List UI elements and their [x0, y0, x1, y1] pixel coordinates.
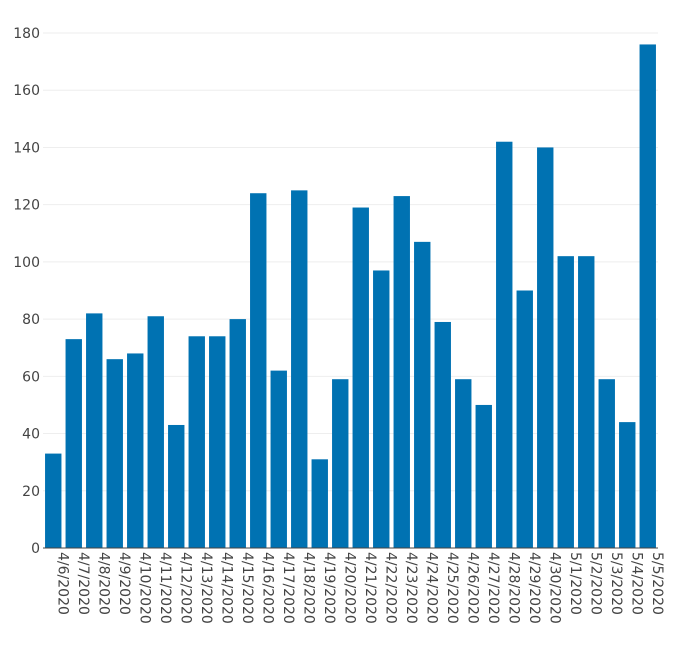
- x-tick-label: 4/10/2020: [136, 552, 152, 624]
- x-tick-label: 4/16/2020: [259, 552, 275, 624]
- bar: [516, 290, 533, 548]
- x-tick-label: 4/24/2020: [423, 552, 439, 624]
- x-tick-label: 5/3/2020: [608, 552, 624, 615]
- y-tick-label: 40: [22, 427, 40, 443]
- y-tick-label: 120: [13, 198, 40, 214]
- x-tick-label: 5/5/2020: [649, 552, 665, 615]
- bar: [188, 336, 205, 548]
- x-tick-label: 4/18/2020: [300, 552, 316, 624]
- y-tick-label: 0: [31, 541, 40, 557]
- x-tick-label: 4/9/2020: [116, 552, 132, 615]
- x-tick-label: 5/4/2020: [628, 552, 644, 615]
- bar: [496, 141, 513, 548]
- bar: [434, 321, 451, 548]
- bar: [106, 359, 123, 548]
- x-tick-label: 4/30/2020: [546, 552, 562, 624]
- x-tick-label: 4/20/2020: [341, 552, 357, 624]
- y-tick-label: 160: [13, 83, 40, 99]
- bar: [619, 422, 636, 548]
- bar: [291, 190, 308, 548]
- x-tick-label: 4/25/2020: [444, 552, 460, 624]
- bar: [250, 193, 267, 548]
- y-tick-label: 100: [13, 255, 40, 271]
- bar: [229, 319, 246, 548]
- x-tick-label: 4/14/2020: [218, 552, 234, 624]
- y-tick-labels: 0 20 40 60 80 100 120 140 160 180: [13, 26, 40, 557]
- bar: [209, 336, 226, 548]
- bar: [598, 379, 615, 548]
- x-tick-label: 4/29/2020: [526, 552, 542, 624]
- bar: [537, 147, 554, 548]
- x-tick-label: 4/19/2020: [321, 552, 337, 624]
- x-tick-label: 4/17/2020: [280, 552, 296, 624]
- bar: [455, 379, 472, 548]
- bar: [86, 313, 103, 548]
- y-tick-label: 180: [13, 26, 40, 42]
- bar: [332, 379, 349, 548]
- bar: [311, 459, 328, 548]
- bar: [393, 196, 410, 549]
- x-tick-label: 4/15/2020: [239, 552, 255, 624]
- bar: [557, 256, 574, 548]
- gridlines: [43, 32, 658, 492]
- y-tick-label: 60: [22, 369, 40, 385]
- x-tick-label: 4/11/2020: [157, 552, 173, 624]
- y-tick-label: 20: [22, 484, 40, 500]
- x-tick-label: 4/22/2020: [382, 552, 398, 624]
- x-tick-label: 4/26/2020: [464, 552, 480, 624]
- x-tick-label: 4/8/2020: [95, 552, 111, 615]
- x-tick-label: 4/7/2020: [75, 552, 91, 615]
- bar: [168, 424, 185, 548]
- x-tick-label: 4/27/2020: [485, 552, 501, 624]
- bar: [270, 370, 287, 548]
- x-tick-label: 4/6/2020: [54, 552, 70, 615]
- bar: [147, 316, 164, 548]
- x-tick-label: 4/23/2020: [403, 552, 419, 624]
- x-tick-label: 4/21/2020: [362, 552, 378, 624]
- bar: [475, 404, 492, 548]
- x-tick-label: 4/28/2020: [505, 552, 521, 624]
- x-tick-label: 4/13/2020: [198, 552, 214, 624]
- bar: [639, 44, 656, 548]
- bar: [45, 453, 62, 548]
- x-tick-label: 5/2/2020: [587, 552, 603, 615]
- bar: [578, 256, 595, 548]
- x-tick-label: 4/12/2020: [177, 552, 193, 624]
- bars: [45, 44, 656, 549]
- y-tick-label: 140: [13, 140, 40, 156]
- bar: [414, 241, 431, 548]
- bar: [373, 270, 390, 548]
- bar: [352, 207, 369, 548]
- bar: [127, 353, 144, 548]
- bar: [65, 339, 82, 548]
- x-tick-labels: 4/6/2020 4/7/2020 4/8/2020 4/9/2020 4/10/202…: [54, 552, 665, 624]
- y-tick-label: 80: [22, 312, 40, 328]
- x-tick-label: 5/1/2020: [567, 552, 583, 615]
